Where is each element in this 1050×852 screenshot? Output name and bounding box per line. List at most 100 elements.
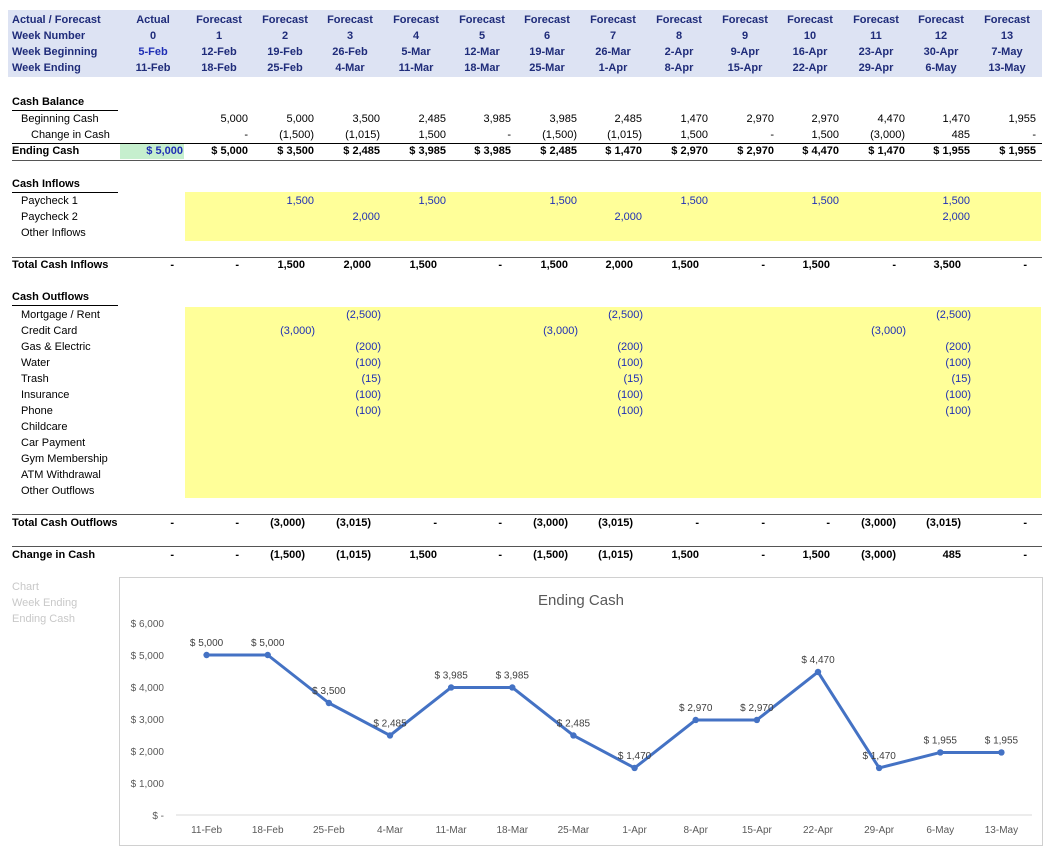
ending-cash-value[interactable]: $ 2,970 xyxy=(671,145,708,157)
total-outflows-value[interactable]: - xyxy=(235,517,239,529)
total-outflows-value[interactable]: - xyxy=(170,517,174,529)
inflow-value[interactable]: 1,500 xyxy=(418,195,446,207)
beginning-cash-value[interactable]: 3,500 xyxy=(352,113,380,125)
inflow-value[interactable]: 1,500 xyxy=(942,195,970,207)
total-inflows-value[interactable]: 1,500 xyxy=(671,259,699,271)
change-in-cash-total-value[interactable]: (1,015) xyxy=(336,549,371,561)
beginning-cash-value[interactable]: 2,970 xyxy=(746,113,774,125)
total-outflows-value[interactable]: (3,015) xyxy=(926,517,961,529)
ending-cash-value[interactable]: $ 2,485 xyxy=(343,145,380,157)
ending-cash-value[interactable]: $ 4,470 xyxy=(802,145,839,157)
change-in-cash-value[interactable]: - xyxy=(1032,129,1036,141)
total-inflows-value[interactable]: 1,500 xyxy=(802,259,830,271)
outflow-value[interactable]: (100) xyxy=(355,357,381,369)
outflow-value[interactable]: (100) xyxy=(945,405,971,417)
total-outflows-value[interactable]: - xyxy=(1023,517,1027,529)
inflow-value[interactable]: 1,500 xyxy=(286,195,314,207)
total-outflows-value[interactable]: - xyxy=(695,517,699,529)
total-inflows-value[interactable]: - xyxy=(235,259,239,271)
outflow-value[interactable]: (200) xyxy=(355,341,381,353)
outflow-value[interactable]: (2,500) xyxy=(936,309,971,321)
total-outflows-value[interactable]: - xyxy=(826,517,830,529)
total-outflows-value[interactable]: (3,000) xyxy=(270,517,305,529)
outflow-value[interactable]: (200) xyxy=(617,341,643,353)
total-inflows-value[interactable]: - xyxy=(761,259,765,271)
total-outflows-value[interactable]: (3,015) xyxy=(336,517,371,529)
total-outflows-value[interactable]: - xyxy=(498,517,502,529)
change-in-cash-value[interactable]: 1,500 xyxy=(418,129,446,141)
ending-cash-value[interactable]: $ 3,985 xyxy=(474,145,511,157)
inflow-value[interactable]: 2,000 xyxy=(614,211,642,223)
total-inflows-value[interactable]: 2,000 xyxy=(343,259,371,271)
outflow-value[interactable]: (200) xyxy=(945,341,971,353)
change-in-cash-total-value[interactable]: - xyxy=(498,549,502,561)
beginning-cash-value[interactable]: 4,470 xyxy=(877,113,905,125)
change-in-cash-total-value[interactable]: 1,500 xyxy=(409,549,437,561)
ending-cash-value[interactable]: $ 1,955 xyxy=(999,145,1036,157)
outflow-value[interactable]: (3,000) xyxy=(871,325,906,337)
change-in-cash-total-value[interactable]: (1,500) xyxy=(533,549,568,561)
inflow-value[interactable]: 2,000 xyxy=(352,211,380,223)
outflow-value[interactable]: (3,000) xyxy=(543,325,578,337)
inflow-value[interactable]: 2,000 xyxy=(942,211,970,223)
ending-cash-value[interactable]: $ 1,955 xyxy=(933,145,970,157)
inflow-value[interactable]: 1,500 xyxy=(549,195,577,207)
outflow-value[interactable]: (2,500) xyxy=(346,309,381,321)
total-inflows-value[interactable]: - xyxy=(1023,259,1027,271)
change-in-cash-total-value[interactable]: (1,500) xyxy=(270,549,305,561)
beginning-cash-value[interactable]: 2,970 xyxy=(811,113,839,125)
change-in-cash-value[interactable]: (1,500) xyxy=(542,129,577,141)
total-inflows-value[interactable]: 3,500 xyxy=(933,259,961,271)
beginning-cash-value[interactable]: 3,985 xyxy=(483,113,511,125)
total-inflows-value[interactable]: 2,000 xyxy=(605,259,633,271)
change-in-cash-total-value[interactable]: - xyxy=(235,549,239,561)
change-in-cash-value[interactable]: (1,015) xyxy=(345,129,380,141)
outflow-value[interactable]: (100) xyxy=(617,357,643,369)
outflow-value[interactable]: (15) xyxy=(361,373,381,385)
outflow-value[interactable]: (100) xyxy=(355,389,381,401)
outflow-value[interactable]: (100) xyxy=(945,357,971,369)
change-in-cash-value[interactable]: 1,500 xyxy=(680,129,708,141)
change-in-cash-value[interactable]: - xyxy=(770,129,774,141)
beginning-cash-value[interactable]: 3,985 xyxy=(549,113,577,125)
outflow-value[interactable]: (100) xyxy=(355,405,381,417)
change-in-cash-value[interactable]: (1,015) xyxy=(607,129,642,141)
change-in-cash-value[interactable]: - xyxy=(244,129,248,141)
total-outflows-value[interactable]: - xyxy=(761,517,765,529)
inflow-value[interactable]: 1,500 xyxy=(680,195,708,207)
inflow-value[interactable]: 1,500 xyxy=(811,195,839,207)
total-inflows-value[interactable]: 1,500 xyxy=(540,259,568,271)
ending-cash-value[interactable]: $ 3,985 xyxy=(409,145,446,157)
change-in-cash-value[interactable]: 485 xyxy=(951,129,970,141)
outflow-value[interactable]: (100) xyxy=(617,405,643,417)
ending-cash-value[interactable]: $ 2,970 xyxy=(737,145,774,157)
total-inflows-value[interactable]: - xyxy=(170,259,174,271)
ending-cash-value[interactable]: $ 3,500 xyxy=(277,145,314,157)
beginning-cash-value[interactable]: 1,955 xyxy=(1008,113,1036,125)
ending-cash-chart[interactable]: Ending Cash $ - $ 1,000 $ 2,000 $ 3,000 $ 4,0… xyxy=(119,577,1043,846)
change-in-cash-value[interactable]: (1,500) xyxy=(279,129,314,141)
beginning-cash-value[interactable]: 5,000 xyxy=(220,113,248,125)
change-in-cash-total-value[interactable]: 485 xyxy=(942,549,961,561)
beginning-cash-value[interactable]: 1,470 xyxy=(680,113,708,125)
total-outflows-value[interactable]: (3,015) xyxy=(598,517,633,529)
change-in-cash-value[interactable]: 1,500 xyxy=(811,129,839,141)
total-outflows-value[interactable]: (3,000) xyxy=(533,517,568,529)
outflow-value[interactable]: (15) xyxy=(623,373,643,385)
change-in-cash-total-value[interactable]: 1,500 xyxy=(802,549,830,561)
outflow-value[interactable]: (100) xyxy=(617,389,643,401)
beginning-cash-value[interactable]: 2,485 xyxy=(614,113,642,125)
ending-cash-value[interactable]: $ 5,000 xyxy=(146,145,183,157)
total-inflows-value[interactable]: 1,500 xyxy=(409,259,437,271)
beginning-cash-value[interactable]: 5,000 xyxy=(286,113,314,125)
total-inflows-value[interactable]: - xyxy=(892,259,896,271)
outflow-value[interactable]: (15) xyxy=(951,373,971,385)
change-in-cash-total-value[interactable]: - xyxy=(761,549,765,561)
outflow-value[interactable]: (100) xyxy=(945,389,971,401)
change-in-cash-total-value[interactable]: (1,015) xyxy=(598,549,633,561)
change-in-cash-total-value[interactable]: - xyxy=(170,549,174,561)
total-outflows-value[interactable]: - xyxy=(433,517,437,529)
total-inflows-value[interactable]: - xyxy=(498,259,502,271)
change-in-cash-total-value[interactable]: (3,000) xyxy=(861,549,896,561)
ending-cash-value[interactable]: $ 5,000 xyxy=(211,145,248,157)
